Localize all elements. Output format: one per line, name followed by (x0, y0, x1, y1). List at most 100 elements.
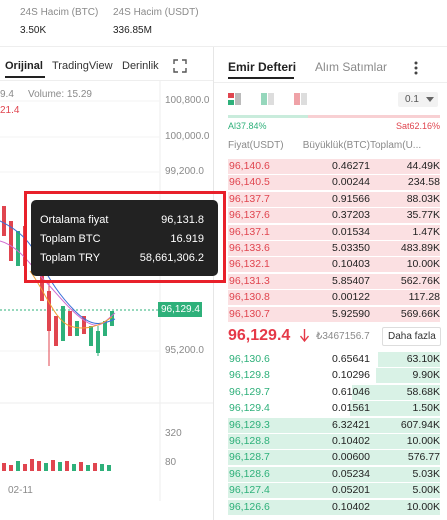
total: 5.00K (412, 484, 440, 497)
size: 0.10402 (332, 500, 370, 513)
stat-label: 24S Hacim (BTC) (20, 7, 99, 18)
tab[interactable]: Derinlik (122, 60, 159, 72)
size: 0.91566 (332, 192, 370, 205)
ohlc-fragment: 9.4 (0, 89, 14, 100)
size: 0.01534 (332, 225, 370, 238)
sell-ratio: Sat62.16% (395, 121, 440, 131)
divider (0, 80, 213, 81)
price: 96,128.7 (229, 451, 270, 464)
price-axis-label: 100,800.0 (165, 95, 210, 106)
price: 96,137.6 (229, 209, 270, 222)
total: 117.28 (408, 291, 440, 304)
depth-bar (228, 175, 440, 191)
column-header: Toplam(U... (370, 140, 422, 151)
date-label: 02-11 (8, 485, 33, 496)
size: 0.46271 (332, 160, 370, 172)
mid-price-try: ₺3467156.7 (316, 331, 370, 342)
buy-ratio-bar (228, 115, 308, 118)
tab[interactable]: Alım Satımlar (315, 60, 388, 74)
total: 1.47K (412, 225, 440, 238)
depth-bar (350, 401, 440, 417)
price: 96,128.6 (229, 467, 270, 480)
volume-bars (2, 459, 111, 471)
depth-bar (378, 352, 440, 367)
price: 96,129.3 (229, 418, 270, 431)
volume-label: Volume: 15.29 (28, 89, 92, 100)
total: 234.58 (407, 176, 440, 189)
precision: 0.1 (405, 94, 419, 105)
price: 96,129.4 (229, 402, 270, 415)
size: 5.85407 (332, 274, 370, 287)
depth-bar (376, 368, 440, 384)
total: 576.77 (407, 451, 440, 464)
size: 6.32421 (332, 418, 370, 431)
volume-axis-label: 80 (165, 457, 177, 468)
more-icon[interactable] (412, 60, 420, 76)
tab[interactable]: Emir Defteri (228, 60, 297, 74)
price: 96,132.1 (229, 258, 270, 271)
depth-bar (228, 257, 440, 273)
candle-chart (0, 81, 213, 501)
price: 96,130.6 (229, 353, 270, 365)
size: 5.03350 (332, 242, 370, 254)
size: 0.00122 (332, 291, 370, 304)
tooltip-value: 96,131.8 (161, 214, 204, 226)
size: 0.10296 (332, 369, 370, 382)
tooltip-label: Toplam TRY (40, 252, 101, 264)
size: 0.05234 (332, 467, 370, 480)
size: 0.61046 (332, 385, 370, 398)
depth-bar (228, 224, 440, 240)
total: 1.50K (412, 402, 440, 415)
view-icons[interactable] (228, 92, 308, 106)
tab[interactable]: TradingView (52, 60, 113, 72)
depth-bar (228, 450, 440, 466)
tooltip-value: 58,661,306.2 (139, 252, 204, 264)
price-axis-label: 95,200.0 (165, 345, 204, 356)
more-button[interactable] (382, 327, 441, 346)
price: 96,133.6 (229, 242, 270, 254)
size: 0.05201 (332, 484, 370, 497)
column-header: Fiyat(USDT) (228, 140, 284, 151)
price: 96,130.8 (229, 291, 270, 304)
price: 96,137.1 (229, 225, 270, 238)
price: 96,130.7 (229, 307, 270, 320)
tab[interactable]: Orijinal (5, 60, 43, 72)
tooltip (31, 200, 218, 276)
total: 5.03K (412, 467, 440, 480)
depth-bar (352, 384, 440, 400)
total: 35.77K (406, 209, 440, 222)
tooltip-label: Ortalama fiyat (40, 214, 109, 226)
depth-bar (228, 434, 440, 449)
sell-ratio-bar (308, 115, 440, 118)
down-arrow (300, 329, 309, 342)
total: 88.03K (406, 192, 440, 205)
divider (214, 82, 447, 83)
divider (0, 46, 447, 47)
depth-bar (228, 290, 440, 306)
price: 96,126.6 (229, 500, 270, 513)
total: 10.00K (406, 258, 440, 271)
depth-bar (228, 483, 440, 499)
total: 10.00K (406, 500, 440, 513)
total: 483.89K (400, 242, 440, 254)
panel-divider (213, 47, 214, 520)
size: 0.00600 (332, 451, 370, 464)
size: 0.10402 (332, 435, 370, 447)
total: 63.10K (406, 353, 440, 365)
tab-underline (228, 77, 294, 79)
mid-price: 96,129.4 (228, 327, 291, 344)
fullscreen-icon[interactable] (173, 59, 187, 73)
precision-select[interactable] (398, 92, 438, 107)
size: 0.65641 (332, 353, 370, 365)
total: 44.49K (406, 160, 440, 172)
depth-bar (228, 191, 440, 207)
ma-fragment: 21.4 (0, 105, 20, 116)
candles (0, 206, 116, 366)
depth-bar (228, 306, 440, 322)
depth-bar (228, 241, 440, 256)
total: 10.00K (406, 435, 440, 447)
depth-bar (228, 466, 440, 482)
size: 0.01561 (332, 402, 370, 415)
total: 58.68K (406, 385, 440, 398)
depth-bar (228, 208, 440, 224)
